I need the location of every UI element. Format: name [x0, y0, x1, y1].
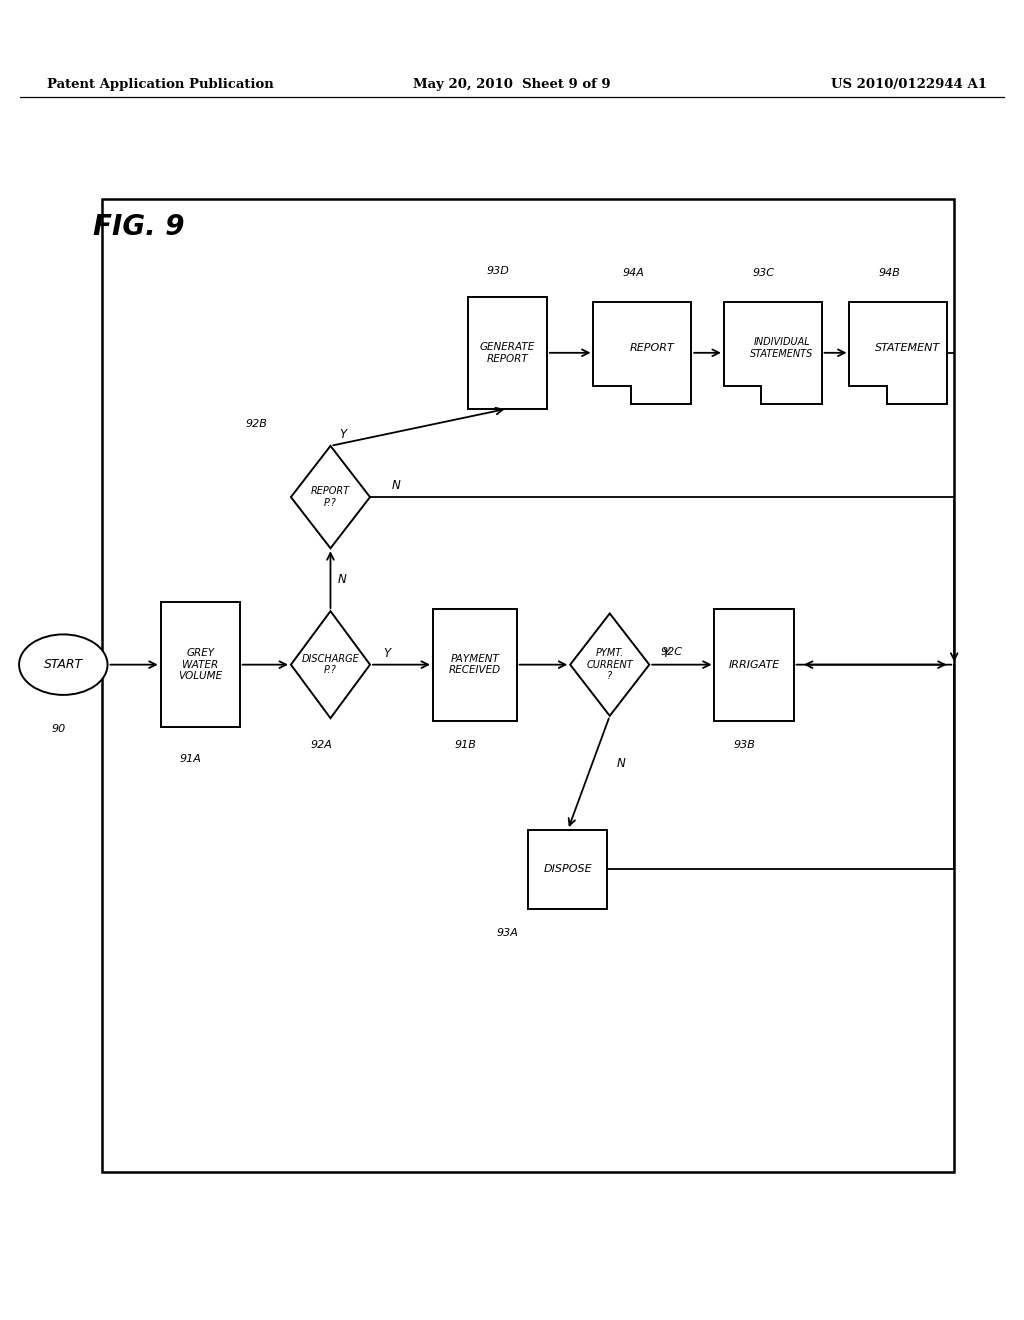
Text: REPORT: REPORT — [629, 343, 674, 354]
Bar — [102, 199, 954, 1172]
Polygon shape — [570, 614, 649, 715]
Text: IRRIGATE: IRRIGATE — [728, 660, 779, 669]
Text: 94A: 94A — [623, 268, 644, 279]
Text: DISPOSE: DISPOSE — [544, 865, 592, 874]
Text: N: N — [337, 573, 346, 586]
Text: INDIVIDUAL
STATEMENTS: INDIVIDUAL STATEMENTS — [751, 338, 814, 359]
Bar — [468, 297, 547, 409]
Text: May 20, 2010  Sheet 9 of 9: May 20, 2010 Sheet 9 of 9 — [414, 78, 610, 91]
Text: Y: Y — [383, 647, 390, 660]
Text: 93A: 93A — [497, 928, 518, 939]
Text: FIG. 9: FIG. 9 — [93, 213, 184, 242]
Text: 94B: 94B — [879, 268, 900, 279]
Text: US 2010/0122944 A1: US 2010/0122944 A1 — [830, 78, 987, 91]
Text: PYMT.
CURRENT
?: PYMT. CURRENT ? — [587, 648, 633, 681]
Text: Y: Y — [663, 647, 670, 660]
Bar — [161, 602, 240, 727]
Text: 93D: 93D — [486, 265, 510, 276]
Text: 91A: 91A — [180, 755, 202, 764]
Bar — [433, 609, 517, 721]
Bar — [715, 609, 794, 721]
Bar — [528, 830, 607, 909]
Ellipse shape — [19, 635, 108, 694]
Text: N: N — [616, 758, 626, 770]
Text: 93B: 93B — [734, 741, 756, 751]
Text: REPORT
P.?: REPORT P.? — [311, 486, 350, 508]
Text: GENERATE
REPORT: GENERATE REPORT — [479, 342, 535, 363]
Polygon shape — [291, 446, 370, 548]
Text: Patent Application Publication: Patent Application Publication — [46, 78, 273, 91]
Text: Y: Y — [339, 428, 346, 441]
Text: DISCHARGE
P.?: DISCHARGE P.? — [302, 653, 359, 676]
Polygon shape — [850, 301, 947, 404]
Text: N: N — [392, 479, 400, 492]
Text: STATEMENT: STATEMENT — [874, 343, 940, 354]
Polygon shape — [594, 301, 691, 404]
Text: 92C: 92C — [660, 647, 683, 657]
Text: 91B: 91B — [455, 741, 476, 751]
Text: START: START — [44, 659, 83, 671]
Text: GREY
WATER
VOLUME: GREY WATER VOLUME — [178, 648, 222, 681]
Text: 90: 90 — [51, 723, 66, 734]
Polygon shape — [291, 611, 370, 718]
Text: 93C: 93C — [753, 268, 774, 279]
Text: PAYMENT
RECEIVED: PAYMENT RECEIVED — [449, 653, 501, 676]
Text: 92A: 92A — [310, 741, 332, 751]
Polygon shape — [724, 301, 821, 404]
Text: 92B: 92B — [245, 420, 267, 429]
